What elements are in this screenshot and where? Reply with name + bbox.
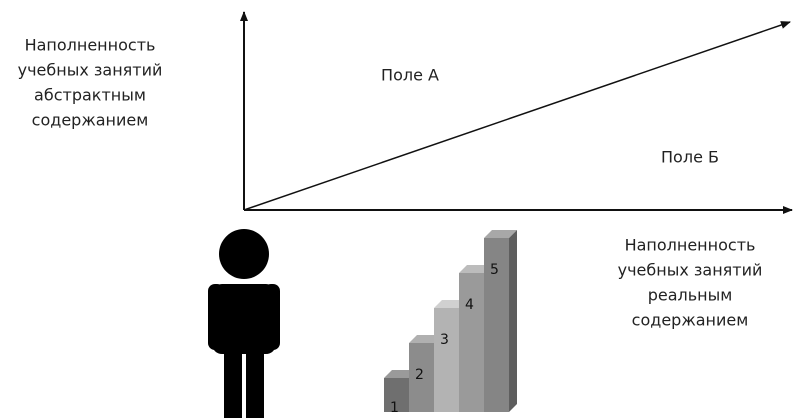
field-b: Поле Б [661,148,719,167]
step-number: 3 [440,332,449,348]
step-number: 1 [390,400,399,416]
stairs: 1 2 3 4 5 [384,230,517,416]
y-axis-label: Наполненность [25,36,156,55]
step-front [459,273,484,412]
diagram: Наполненность учебных занятий абстрактны… [0,0,796,418]
field-a: Поле А [381,66,439,85]
x-axis-label: Наполненность [625,236,756,255]
step-number: 4 [465,297,474,313]
step-side [509,230,517,412]
step-number: 2 [415,367,424,383]
y-axis-label: учебных занятий [18,61,163,80]
person [208,229,280,418]
x-axis-label: содержанием [632,311,749,330]
x-axis-label: реальным [648,286,733,305]
step-number: 5 [490,262,499,278]
y-axis-label: содержанием [32,111,149,130]
diagonal [244,22,790,210]
step-front [434,308,459,412]
x-axis-label: учебных занятий [618,261,763,280]
y-axis-label: абстрактным [34,86,146,105]
